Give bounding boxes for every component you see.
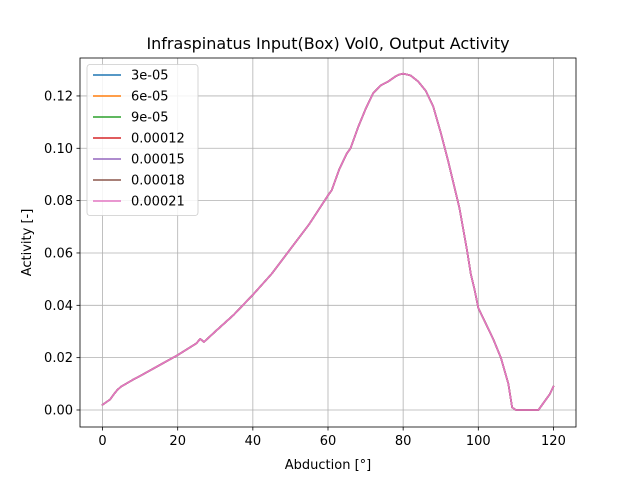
legend-label-4: 0.00015 [131, 153, 185, 168]
x-tick-label: 0 [98, 434, 106, 449]
y-axis-label: Activity [-] [20, 209, 35, 277]
x-tick-label: 120 [541, 434, 566, 449]
legend-label-2: 9e-05 [131, 111, 169, 126]
x-tick-label: 80 [395, 434, 412, 449]
legend-label-1: 6e-05 [131, 90, 169, 105]
chart-title: Infraspinatus Input(Box) Vol0, Output Ac… [146, 34, 509, 53]
ticks: 0 20 40 60 80 100 120 0.00 0.02 0.04 0.06 0.08 0.10 0… [44, 89, 566, 449]
x-tick-label: 40 [245, 434, 262, 449]
y-tick-label: 0.08 [44, 194, 73, 209]
legend: 3e-05 6e-05 9e-05 0.00012 0.00015 0.00018 0.00… [86, 64, 199, 216]
x-tick-label: 20 [169, 434, 186, 449]
x-tick-label: 100 [466, 434, 491, 449]
y-tick-label: 0.12 [44, 89, 73, 104]
y-tick-label: 0.10 [44, 142, 73, 157]
series-layer [101, 72, 555, 411]
legend-box [86, 64, 199, 216]
x-tick-label: 60 [320, 434, 337, 449]
y-tick-label: 0.00 [44, 403, 73, 418]
legend-label-6: 0.00021 [131, 195, 185, 210]
series-line-6 [101, 72, 555, 411]
legend-label-3: 0.00012 [131, 132, 185, 147]
y-tick-label: 0.06 [44, 246, 73, 261]
legend-label-5: 0.00018 [131, 174, 185, 189]
y-tick-label: 0.04 [44, 299, 73, 314]
x-axis-label: Abduction [°] [285, 458, 371, 473]
legend-label-0: 3e-05 [131, 69, 169, 84]
y-tick-label: 0.02 [44, 351, 73, 366]
